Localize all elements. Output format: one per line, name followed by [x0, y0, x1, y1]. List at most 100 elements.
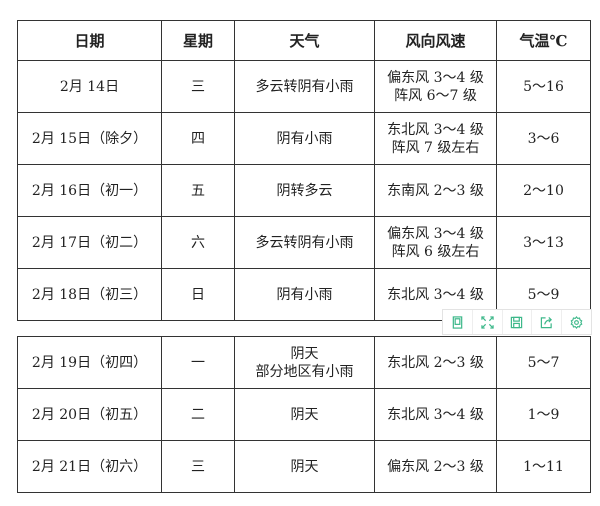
tablet-icon — [452, 315, 463, 329]
weekday-cell: 二 — [161, 388, 235, 441]
date-cell: 2月 19日（初四） — [17, 336, 162, 389]
wind-text: 偏东风 3～4 级 — [387, 225, 484, 242]
header-row: 日期 星期 天气 风向风速 气温℃ — [17, 20, 591, 61]
date-cell: 2月 14日 — [17, 60, 162, 113]
date-cell: 2月 21日（初六） — [17, 440, 162, 493]
weather-text: 阴有小雨 — [276, 130, 333, 147]
wind-cell: 东北风 3～4 级 — [374, 268, 497, 321]
save-icon — [511, 316, 523, 328]
table-row: 2月 16日（初一） 五 阴转多云 东南风 2～3 级 2～10 — [17, 164, 591, 217]
header-date: 日期 — [17, 20, 162, 61]
wind-cell: 偏东风 3～4 级阵风 6 级左右 — [374, 216, 497, 269]
date-cell: 2月 20日（初五） — [17, 388, 162, 441]
weather-text: 部分地区有小雨 — [255, 363, 354, 380]
table-row: 2月 15日（除夕） 四 阴有小雨 东北风 3～4 级阵风 7 级左右 3～6 — [17, 112, 591, 165]
date-text: 2月 19日（初四） — [31, 354, 148, 371]
weather-text: 阴天 — [290, 406, 319, 423]
temp-cell: 5～16 — [496, 60, 591, 113]
date-text: 2月 21日（初六） — [31, 458, 148, 475]
date-text: 2月 18日（初三） — [31, 286, 148, 303]
weekday-text: 三 — [191, 458, 205, 475]
weather-cell: 阴有小雨 — [234, 112, 375, 165]
wind-text: 东北风 3～4 级 — [387, 121, 484, 138]
wind-cell: 东北风 3～4 级阵风 7 级左右 — [374, 112, 497, 165]
wind-text: 阵风 6 级左右 — [391, 243, 480, 260]
wind-cell: 东南风 2～3 级 — [374, 164, 497, 217]
weather-cell: 阴天 — [234, 388, 375, 441]
settings-icon — [570, 315, 583, 329]
weather-text: 多云转阴有小雨 — [255, 78, 354, 95]
weather-cell: 阴天 部分地区有小雨 — [234, 336, 375, 389]
share-icon — [541, 316, 553, 328]
settings-button[interactable] — [562, 310, 591, 334]
tablet-view-button[interactable] — [443, 310, 473, 334]
temp-cell: 2～10 — [496, 164, 591, 217]
weekday-text: 一 — [191, 354, 205, 371]
header-weekday: 星期 — [161, 20, 235, 61]
date-cell: 2月 16日（初一） — [17, 164, 162, 217]
temp-text: 3～6 — [527, 130, 560, 147]
temp-cell: 1～9 — [496, 388, 591, 441]
table-row: 2月 17日（初二） 六 多云转阴有小雨 偏东风 3～4 级阵风 6 级左右 3～13 — [17, 216, 591, 269]
weather-text: 阴转多云 — [276, 182, 333, 199]
date-text: 2月 15日（除夕） — [31, 130, 148, 147]
weather-text: 阴有小雨 — [276, 286, 333, 303]
wind-text: 偏东风 3～4 级 — [387, 69, 484, 86]
weekday-cell: 六 — [161, 216, 235, 269]
weekday-cell: 三 — [161, 440, 235, 493]
weekday-cell: 三 — [161, 60, 235, 113]
header-wind: 风向风速 — [374, 20, 497, 61]
weather-cell: 阴天 — [234, 440, 375, 493]
weekday-cell: 五 — [161, 164, 235, 217]
header-temp: 气温℃ — [496, 20, 591, 61]
weekday-text: 二 — [191, 406, 205, 423]
wind-cell: 东北风 3～4 级 — [374, 388, 497, 441]
date-cell: 2月 17日（初二） — [17, 216, 162, 269]
weekday-text: 日 — [191, 286, 205, 303]
temp-text: 3～13 — [523, 234, 564, 251]
temp-text: 1～11 — [523, 458, 564, 475]
temp-text: 2～10 — [523, 182, 564, 199]
save-button[interactable] — [503, 310, 533, 334]
date-text: 2月 14日 — [59, 78, 120, 95]
weather-cell: 多云转阴有小雨 — [234, 60, 375, 113]
weather-text: 多云转阴有小雨 — [255, 234, 354, 251]
header-weather: 天气 — [234, 20, 375, 61]
weekday-text: 五 — [191, 182, 205, 199]
table-row: 2月 19日（初四）一阴天 部分地区有小雨 东北风 2～3 级 5～7 — [17, 336, 591, 389]
fullscreen-icon — [481, 315, 494, 329]
fullscreen-button[interactable] — [473, 310, 503, 334]
weekday-cell: 四 — [161, 112, 235, 165]
temp-text: 1～9 — [527, 406, 560, 423]
weekday-cell: 一 — [161, 336, 235, 389]
wind-text: 东北风 3～4 级 — [387, 406, 484, 423]
temp-cell: 3～6 — [496, 112, 591, 165]
share-button[interactable] — [532, 310, 563, 334]
temp-text: 5～9 — [527, 286, 560, 303]
wind-cell: 偏东风 3～4 级阵风 6～7 级 — [374, 60, 497, 113]
weekday-text: 三 — [191, 78, 205, 95]
date-text: 2月 17日（初二） — [31, 234, 148, 251]
wind-text: 阵风 7 级左右 — [391, 139, 480, 156]
temp-cell: 5～7 — [496, 336, 591, 389]
wind-cell: 东北风 2～3 级 — [374, 336, 497, 389]
temp-cell: 1～11 — [496, 440, 591, 493]
wind-text: 东南风 2～3 级 — [387, 182, 484, 199]
wind-cell: 偏东风 2～3 级 — [374, 440, 497, 493]
weekday-text: 六 — [191, 234, 205, 251]
weather-cell: 阴有小雨 — [234, 268, 375, 321]
table-row: 2月 20日（初五） 二 阴天 东北风 3～4 级 1～9 — [17, 388, 591, 441]
table-row: 2月 14日 三 多云转阴有小雨 偏东风 3～4 级阵风 6～7 级 5～16 — [17, 60, 591, 113]
weather-text: 阴天 — [290, 345, 319, 362]
temp-cell: 3～13 — [496, 216, 591, 269]
table-row: 2月 21日（初六） 三 阴天 偏东风 2～3 级 1～11 — [17, 440, 591, 493]
weekday-cell: 日 — [161, 268, 235, 321]
wind-text: 东北风 3～4 级 — [387, 286, 484, 303]
date-cell: 2月 15日（除夕） — [17, 112, 162, 165]
weather-cell: 多云转阴有小雨 — [234, 216, 375, 269]
date-cell: 2月 18日（初三） — [17, 268, 162, 321]
date-text: 2月 20日（初五） — [31, 406, 148, 423]
wind-text: 偏东风 2～3 级 — [387, 458, 484, 475]
image-toolbar — [442, 309, 592, 335]
temp-text: 5～16 — [523, 78, 564, 95]
